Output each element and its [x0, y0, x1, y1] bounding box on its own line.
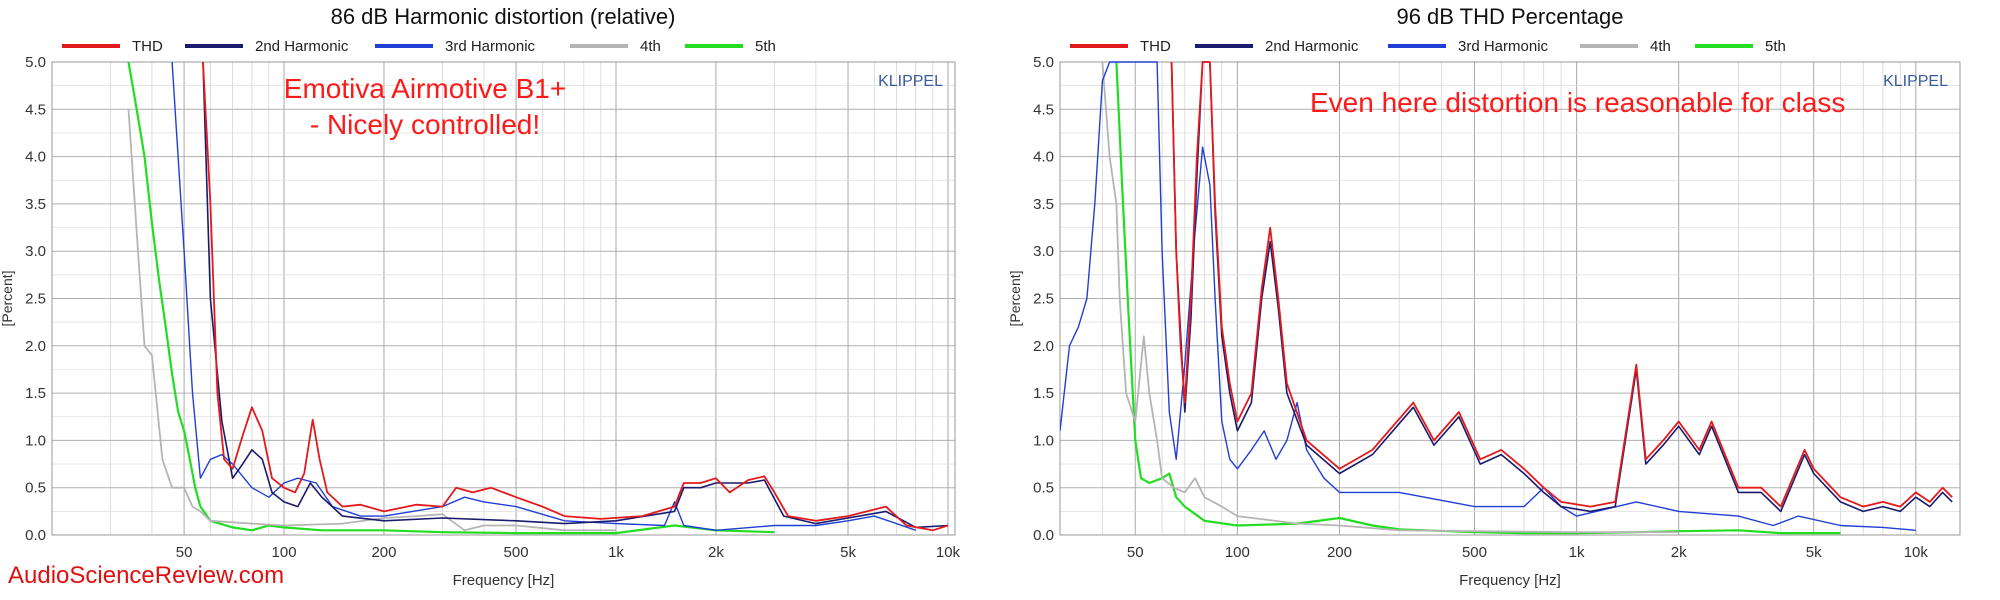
x-axis-label: Frequency [Hz]	[1459, 572, 1561, 589]
legend-label: 3rd Harmonic	[1458, 38, 1549, 55]
x-tick-label: 1k	[608, 544, 624, 561]
x-tick-label: 50	[1127, 544, 1144, 561]
series-line-thd	[1170, 61, 1953, 508]
chart-title: 96 dB THD Percentage	[1396, 4, 1623, 29]
legend-label: THD	[1140, 38, 1171, 55]
chart-2: 0.0 0.5 1.0 1.5 2.0 2.5 3.0 3.5 4.0 4.5 5.0 50 100 20…	[1007, 4, 1961, 589]
y-tick-label: 4.0	[25, 149, 46, 166]
y-tick-label: 1.5	[25, 385, 46, 402]
x-tick-label: 1k	[1569, 544, 1585, 561]
x-tick-label: 5k	[840, 544, 856, 561]
y-tick-label: 4.5	[25, 101, 46, 118]
legend-label: 5th	[755, 38, 776, 55]
y-axis-label: [Percent]	[0, 270, 15, 326]
x-tick-label: 2k	[708, 544, 724, 561]
legend-label: 4th	[1650, 38, 1671, 55]
series-line-thd	[202, 61, 949, 532]
y-tick-label: 4.0	[1033, 149, 1054, 166]
x-tick-label: 5k	[1806, 544, 1822, 561]
legend-label: 2nd Harmonic	[255, 38, 349, 55]
x-tick-label: 200	[371, 544, 396, 561]
y-tick-label: 4.5	[1033, 101, 1054, 118]
series-line-4th	[127, 109, 616, 532]
x-tick-label: 10k	[936, 544, 961, 561]
annotation-text: Emotiva Airmotive B1+	[284, 73, 566, 104]
site-watermark: AudioScienceReview.com	[8, 562, 285, 589]
y-tick-label: 0.5	[1033, 480, 1054, 497]
series-line-2nd-harmonic	[202, 61, 949, 529]
y-tick-label: 0.0	[1033, 527, 1054, 544]
y-tick-label: 0.0	[25, 527, 46, 544]
y-tick-label: 1.0	[1033, 432, 1054, 449]
grid	[1059, 61, 1960, 536]
chart-1: 0.0 0.5 1.0 1.5 2.0 2.5 3.0 3.5 4.0 4.5 5.0 50 100 20…	[0, 4, 961, 589]
x-tick-label: 50	[176, 544, 193, 561]
legend-label: 2nd Harmonic	[1265, 38, 1359, 55]
y-tick-label: 1.0	[25, 432, 46, 449]
y-tick-label: 5.0	[25, 54, 46, 71]
y-tick-label: 2.5	[25, 291, 46, 308]
x-tick-label: 100	[1225, 544, 1250, 561]
y-tick-label: 2.0	[1033, 338, 1054, 355]
legend: THD 2nd Harmonic 3rd Harmonic 4th 5th	[62, 38, 776, 55]
x-tick-label: 500	[1462, 544, 1487, 561]
legend-label: THD	[132, 38, 163, 55]
x-tick-label: 10k	[1904, 544, 1929, 561]
series-line-4th	[1101, 61, 1679, 534]
legend-label: 3rd Harmonic	[445, 38, 536, 55]
x-axis-label: Frequency [Hz]	[453, 572, 555, 589]
y-tick-label: 2.5	[1033, 291, 1054, 308]
y-tick-label: 3.0	[1033, 243, 1054, 260]
y-tick-label: 1.5	[1033, 385, 1054, 402]
x-tick-label: 500	[504, 544, 529, 561]
y-axis-label: [Percent]	[1007, 270, 1023, 326]
y-tick-label: 5.0	[1033, 54, 1054, 71]
y-tick-label: 0.5	[25, 480, 46, 497]
series-line-3rd-harmonic	[1060, 61, 1916, 531]
legend-label: 4th	[640, 38, 661, 55]
legend-label: 5th	[1765, 38, 1786, 55]
x-tick-label: 2k	[1671, 544, 1687, 561]
series-group	[1060, 61, 1953, 535]
annotation-text: - Nicely controlled!	[310, 109, 540, 140]
brand-label: KLIPPEL	[878, 73, 943, 90]
plot-frame	[51, 61, 956, 536]
annotation-text: Even here distortion is reasonable for c…	[1310, 87, 1845, 118]
plot-frame	[1059, 61, 1961, 536]
x-tick-label: 100	[272, 544, 297, 561]
y-tick-label: 2.0	[25, 338, 46, 355]
x-tick-label: 200	[1327, 544, 1352, 561]
chart-title: 86 dB Harmonic distortion (relative)	[331, 4, 676, 29]
y-tick-label: 3.5	[1033, 196, 1054, 213]
series-group	[127, 61, 949, 535]
legend: THD 2nd Harmonic 3rd Harmonic 4th 5th	[1070, 38, 1786, 55]
y-tick-label: 3.5	[25, 196, 46, 213]
y-tick-label: 3.0	[25, 243, 46, 260]
brand-label: KLIPPEL	[1883, 73, 1948, 90]
